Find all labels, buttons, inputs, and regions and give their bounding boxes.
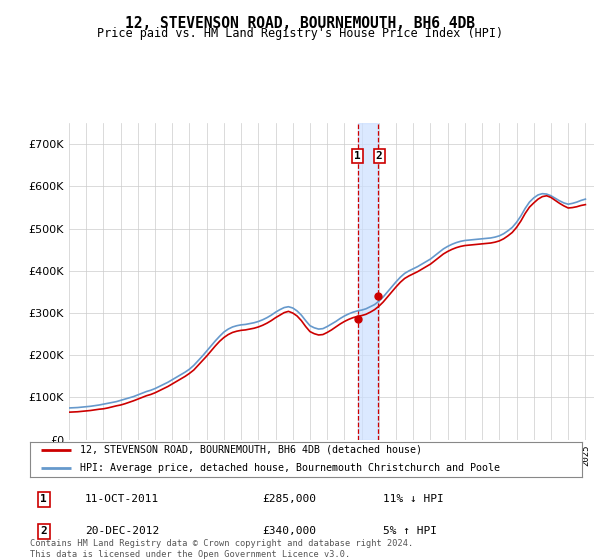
Text: 11% ↓ HPI: 11% ↓ HPI — [383, 494, 444, 504]
Text: 2: 2 — [40, 526, 47, 536]
Text: 12, STEVENSON ROAD, BOURNEMOUTH, BH6 4DB: 12, STEVENSON ROAD, BOURNEMOUTH, BH6 4DB — [125, 16, 475, 31]
Bar — [358, 123, 379, 440]
Text: 1: 1 — [354, 151, 361, 161]
Text: 5% ↑ HPI: 5% ↑ HPI — [383, 526, 437, 536]
Text: 20-DEC-2012: 20-DEC-2012 — [85, 526, 160, 536]
Text: Price paid vs. HM Land Registry's House Price Index (HPI): Price paid vs. HM Land Registry's House … — [97, 27, 503, 40]
Text: 2: 2 — [376, 151, 383, 161]
Text: 11-OCT-2011: 11-OCT-2011 — [85, 494, 160, 504]
Text: £285,000: £285,000 — [262, 494, 316, 504]
Text: HPI: Average price, detached house, Bournemouth Christchurch and Poole: HPI: Average price, detached house, Bour… — [80, 463, 500, 473]
Text: Contains HM Land Registry data © Crown copyright and database right 2024.
This d: Contains HM Land Registry data © Crown c… — [30, 539, 413, 559]
Text: 1: 1 — [40, 494, 47, 504]
Text: £340,000: £340,000 — [262, 526, 316, 536]
Text: 12, STEVENSON ROAD, BOURNEMOUTH, BH6 4DB (detached house): 12, STEVENSON ROAD, BOURNEMOUTH, BH6 4DB… — [80, 445, 422, 455]
